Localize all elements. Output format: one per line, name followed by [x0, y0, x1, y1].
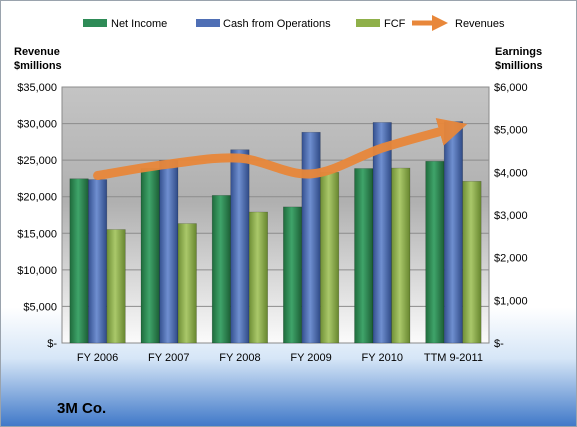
legend-label-fcf: FCF [384, 18, 406, 30]
legend-swatch-cash-from-operations [196, 19, 220, 27]
fcf-bar [248, 211, 268, 344]
left-tick-label: $35,000 [17, 82, 57, 94]
fcf-bar [462, 180, 482, 344]
legend-label-net-income: Net Income [111, 18, 167, 30]
right-tick-label: $4,000 [494, 167, 528, 179]
left-axis-ticks: $- $5,000 $10,000 $15,000 $20,000 $25,000 $30,… [17, 82, 57, 350]
fcf-bar [177, 223, 197, 344]
net-income-bar [211, 195, 231, 344]
category-label: FY 2008 [219, 352, 260, 364]
net-income-bar [283, 206, 303, 344]
legend-label-revenues: Revenues [455, 18, 505, 30]
cash-from-operations-bar [443, 121, 463, 344]
left-tick-label: $5,000 [23, 301, 57, 313]
right-tick-label: $2,000 [494, 253, 528, 265]
left-tick-label: $30,000 [17, 119, 57, 131]
net-income-bar [425, 160, 445, 344]
fcf-bar [391, 167, 411, 344]
company-label: 3M Co. [57, 400, 106, 417]
category-labels: FY 2006 FY 2007 FY 2008 FY 2009 FY 2010 TTM 9… [77, 352, 483, 364]
legend-item-net-income: Net Income [83, 18, 167, 30]
revenues-line [93, 118, 468, 181]
right-axis-ticks: $- $1,000 $2,000 $3,000 $4,000 $5,000 $6,000 [494, 82, 528, 350]
right-tick-label: $- [494, 338, 504, 350]
left-axis-title-line1: Revenue [14, 46, 60, 58]
legend-item-cash-from-operations: Cash from Operations [196, 18, 331, 30]
legend-item-revenues: Revenues [412, 14, 505, 32]
cash-from-operations-bar [301, 131, 321, 344]
gridlines [62, 86, 489, 307]
right-axis-title-line1: Earnings [495, 46, 542, 58]
legend-swatch-fcf [356, 19, 380, 27]
cash-from-operations-bar [159, 160, 179, 344]
plot-area [61, 86, 490, 344]
cash-from-operations-bar [372, 122, 392, 344]
category-label: FY 2006 [77, 352, 118, 364]
net-income-bar [354, 168, 374, 344]
category-label: TTM 9-2011 [424, 352, 483, 364]
legend-swatch-net-income [83, 19, 107, 27]
cash-from-operations-bar [88, 179, 108, 344]
legend-item-fcf: FCF [356, 18, 406, 30]
left-tick-label: $10,000 [17, 265, 57, 277]
fcf-bar [320, 172, 340, 344]
left-tick-label: $15,000 [17, 228, 57, 240]
right-tick-label: $6,000 [494, 82, 528, 94]
left-tick-label: $- [47, 338, 57, 350]
bars [69, 121, 482, 344]
left-tick-label: $25,000 [17, 155, 57, 167]
right-tick-label: $5,000 [494, 125, 528, 137]
cash-from-operations-bar [230, 149, 250, 344]
net-income-bar [69, 178, 89, 344]
right-tick-label: $1,000 [494, 295, 528, 307]
left-tick-label: $20,000 [17, 192, 57, 204]
legend-label-cash-from-operations: Cash from Operations [223, 18, 331, 30]
right-tick-label: $3,000 [494, 210, 528, 222]
right-axis-title-line2: $millions [495, 60, 543, 72]
left-axis-title-line2: $millions [14, 60, 62, 72]
category-label: FY 2009 [290, 352, 331, 364]
category-label: FY 2010 [362, 352, 403, 364]
net-income-bar [140, 168, 160, 344]
category-label: FY 2007 [148, 352, 189, 364]
legend: Net Income Cash from Operations FCF Reve… [83, 14, 505, 32]
fcf-bar [106, 229, 126, 344]
revenue-line-layer [93, 118, 468, 181]
